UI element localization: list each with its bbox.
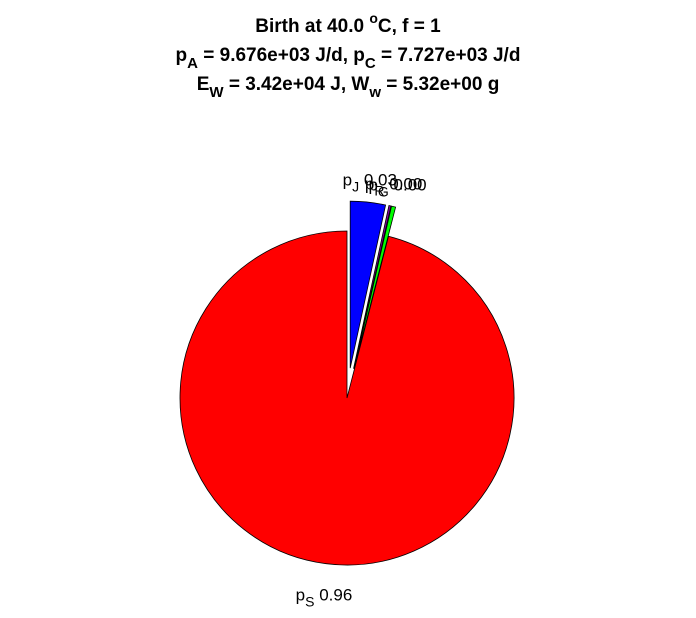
label-subscript: R [374, 182, 384, 198]
label-symbol: p [365, 174, 374, 193]
slice-label: pR 0.00 [365, 174, 422, 198]
title-part: o [369, 10, 378, 26]
title-part: = 9.676e+03 J/d, p [198, 45, 365, 66]
title-part: E [197, 74, 210, 95]
chart-title: Birth at 40.0 oC, f = 1 [255, 10, 441, 37]
title-part: = 3.42e+04 J, W [224, 74, 370, 95]
title-part: W [209, 84, 224, 101]
title-part: C [365, 55, 376, 72]
label-symbol: p [368, 175, 377, 194]
slice-label: pG 0.00 [368, 175, 426, 199]
title-part: Birth at 40.0 [255, 16, 369, 37]
label-symbol: p [343, 171, 352, 190]
label-subscript: G [378, 183, 389, 199]
pie-slice [353, 205, 397, 369]
value-label: 0.03 [364, 171, 397, 190]
chart-title: pA = 9.676e+03 J/d, pC = 7.727e+03 J/d [176, 45, 521, 72]
pie-slice [349, 200, 387, 369]
title-part: = 7.727e+03 J/d [376, 45, 521, 66]
value-label: 0.00 [389, 174, 422, 193]
chart-title: EW = 3.42e+04 J, Ww = 5.32e+00 g [197, 74, 500, 101]
title-part: p [176, 45, 188, 66]
title-part: C, f = 1 [378, 16, 441, 37]
slice-label: pS 0.96 [296, 585, 353, 609]
label-subscript: S [305, 593, 314, 609]
slice-label: pJ 0.03 [343, 171, 397, 195]
value-label: 0.00 [394, 175, 427, 194]
value-label: 0.96 [319, 585, 352, 604]
title-part: A [187, 55, 198, 72]
pie-slice [179, 230, 515, 566]
title-part: w [368, 84, 381, 101]
title-part: = 5.32e+00 g [381, 74, 499, 95]
label-subscript: J [352, 179, 359, 195]
pie-slice [353, 205, 392, 369]
label-symbol: p [296, 585, 305, 604]
